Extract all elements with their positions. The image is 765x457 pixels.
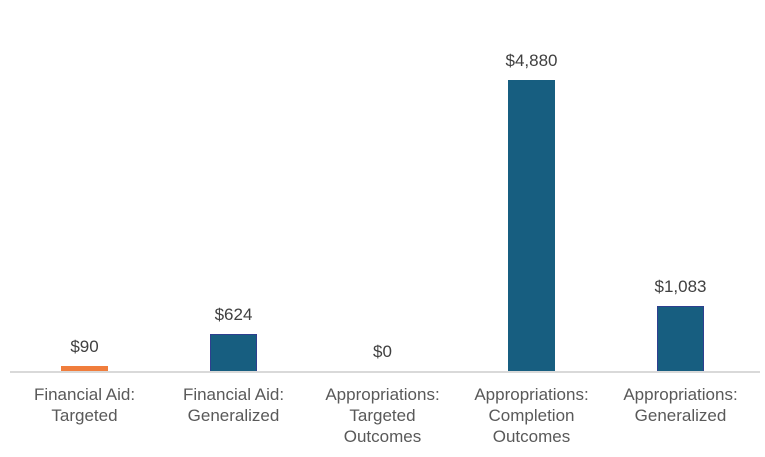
category-label: Financial Aid: Targeted: [10, 384, 159, 426]
category-label-line: Completion: [488, 406, 575, 425]
category-label-line: Appropriations:: [474, 385, 589, 404]
bar: [657, 306, 704, 371]
category-label: Appropriations: Targeted Outcomes: [308, 384, 457, 447]
category-label-line: Appropriations:: [623, 385, 738, 404]
category-label-line: Outcomes: [492, 427, 571, 446]
data-label: $0: [373, 342, 392, 361]
data-label: $624: [214, 305, 253, 324]
data-label: $90: [70, 337, 99, 356]
category-label: Appropriations: Completion Outcomes: [457, 384, 606, 447]
category-label-line: Targeted: [349, 406, 416, 425]
category-label-line: Appropriations:: [325, 385, 440, 404]
category-label-line: Outcomes: [343, 427, 422, 446]
category-label: Financial Aid: Generalized: [159, 384, 308, 426]
data-label: $1,083: [654, 277, 707, 296]
category-label-line: Generalized: [634, 406, 727, 425]
bar: [210, 334, 257, 371]
category-label-line: Targeted: [51, 406, 118, 425]
category-label-line: Financial Aid:: [33, 385, 136, 404]
category-label: Appropriations: Generalized: [606, 384, 755, 426]
category-label-line: Generalized: [187, 406, 280, 425]
data-label: $4,880: [505, 51, 558, 70]
category-label-line: Financial Aid:: [182, 385, 285, 404]
bar: [61, 366, 108, 371]
x-axis-line: [10, 371, 760, 373]
bar: [508, 80, 555, 371]
